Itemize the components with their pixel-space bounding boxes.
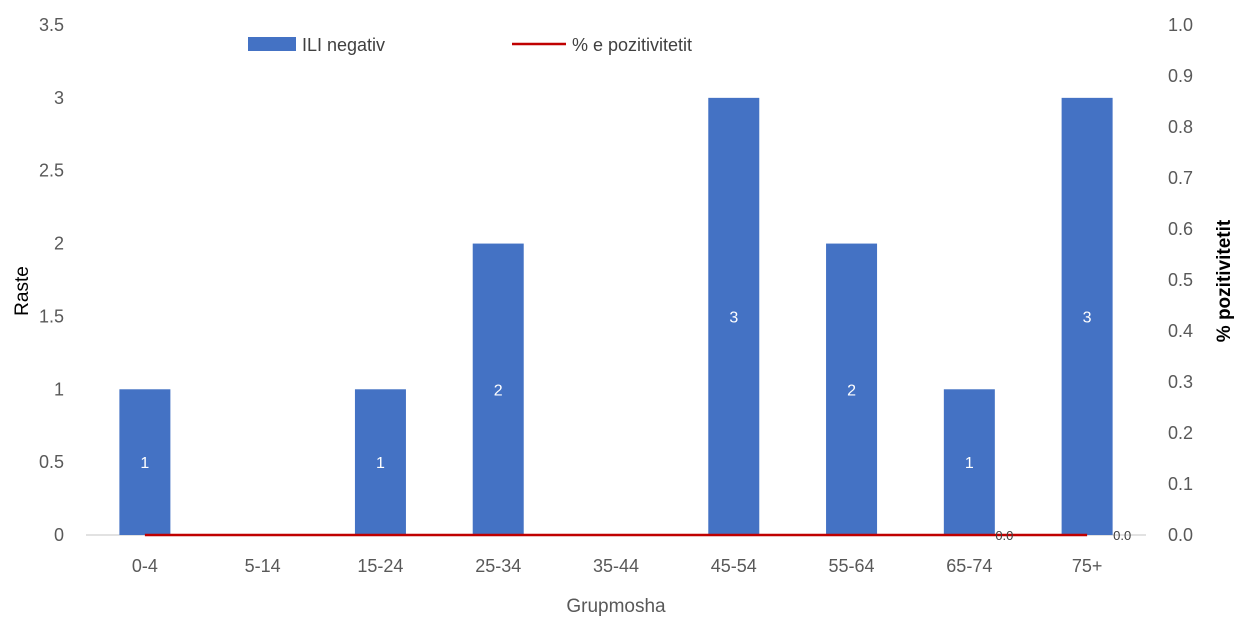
y-tick-label: 0.5 bbox=[39, 452, 64, 472]
y-ticks-layer: 0 0.5 1 1.5 2 2.5 3 3.5 bbox=[39, 15, 64, 545]
y-axis-title: Raste bbox=[12, 266, 33, 316]
x-tick-label: 35-44 bbox=[593, 556, 639, 576]
y2-tick-label: 0.4 bbox=[1168, 321, 1193, 341]
bar bbox=[1061, 97, 1113, 535]
bars-layer bbox=[119, 97, 1113, 536]
bar bbox=[119, 389, 171, 535]
legend-swatch-bar bbox=[248, 37, 296, 51]
y2-ticks-layer: 0.0 0.1 0.2 0.3 0.4 0.5 0.6 0.7 0.8 0.9 1.0 bbox=[1168, 15, 1193, 545]
y2-tick-label: 0.0 bbox=[1168, 525, 1193, 545]
y-tick-label: 3 bbox=[54, 88, 64, 108]
y2-tick-label: 0.9 bbox=[1168, 66, 1193, 86]
y-tick-label: 3.5 bbox=[39, 15, 64, 35]
x-tick-label: 45-54 bbox=[711, 556, 757, 576]
bar-data-label: 1 bbox=[140, 455, 149, 472]
bar-data-label: 1 bbox=[965, 455, 974, 472]
bar bbox=[708, 97, 760, 535]
legend-label-line: % e pozitivitetit bbox=[572, 35, 692, 55]
y2-tick-label: 0.6 bbox=[1168, 219, 1193, 239]
bar bbox=[943, 389, 995, 535]
y-tick-label: 0 bbox=[54, 525, 64, 545]
bar-data-label: 2 bbox=[494, 382, 503, 399]
line-data-label: 0.0 bbox=[995, 528, 1013, 543]
y2-tick-label: 0.1 bbox=[1168, 474, 1193, 494]
legend-label-bar: ILI negativ bbox=[302, 35, 385, 55]
x-tick-label: 15-24 bbox=[357, 556, 403, 576]
x-tick-label: 75+ bbox=[1072, 556, 1103, 576]
y2-axis-title: % pozitivitetit bbox=[1214, 219, 1235, 342]
x-tick-label: 5-14 bbox=[245, 556, 281, 576]
y-tick-label: 2 bbox=[54, 234, 64, 254]
y-tick-label: 1.5 bbox=[39, 306, 64, 326]
y2-tick-label: 0.3 bbox=[1168, 372, 1193, 392]
bar bbox=[354, 389, 406, 535]
y-tick-label: 2.5 bbox=[39, 161, 64, 181]
x-tick-label: 65-74 bbox=[946, 556, 992, 576]
x-tick-label: 25-34 bbox=[475, 556, 521, 576]
x-tick-label: 0-4 bbox=[132, 556, 158, 576]
y2-tick-label: 0.8 bbox=[1168, 117, 1193, 137]
x-ticks-layer: 0-4 5-14 15-24 25-34 35-44 45-54 55-64 65-74 75+ bbox=[132, 556, 1103, 576]
labels-layer: 1 1 2 3 2 1 3 0.0 0.0 bbox=[140, 309, 1131, 543]
y2-tick-label: 0.2 bbox=[1168, 423, 1193, 443]
bar-data-label: 2 bbox=[847, 382, 856, 399]
y-tick-label: 1 bbox=[54, 379, 64, 399]
bar-data-label: 3 bbox=[1083, 309, 1092, 326]
line-data-label: 0.0 bbox=[1113, 528, 1131, 543]
y2-tick-label: 0.5 bbox=[1168, 270, 1193, 290]
y2-tick-label: 1.0 bbox=[1168, 15, 1193, 35]
bar-data-label: 1 bbox=[376, 455, 385, 472]
bar-data-label: 3 bbox=[729, 309, 738, 326]
x-tick-label: 55-64 bbox=[829, 556, 875, 576]
x-axis-title: Grupmosha bbox=[566, 596, 666, 617]
y2-tick-label: 0.7 bbox=[1168, 168, 1193, 188]
legend: ILI negativ % e pozitivitetit bbox=[248, 35, 692, 55]
bar bbox=[826, 243, 878, 536]
bar bbox=[472, 243, 524, 536]
